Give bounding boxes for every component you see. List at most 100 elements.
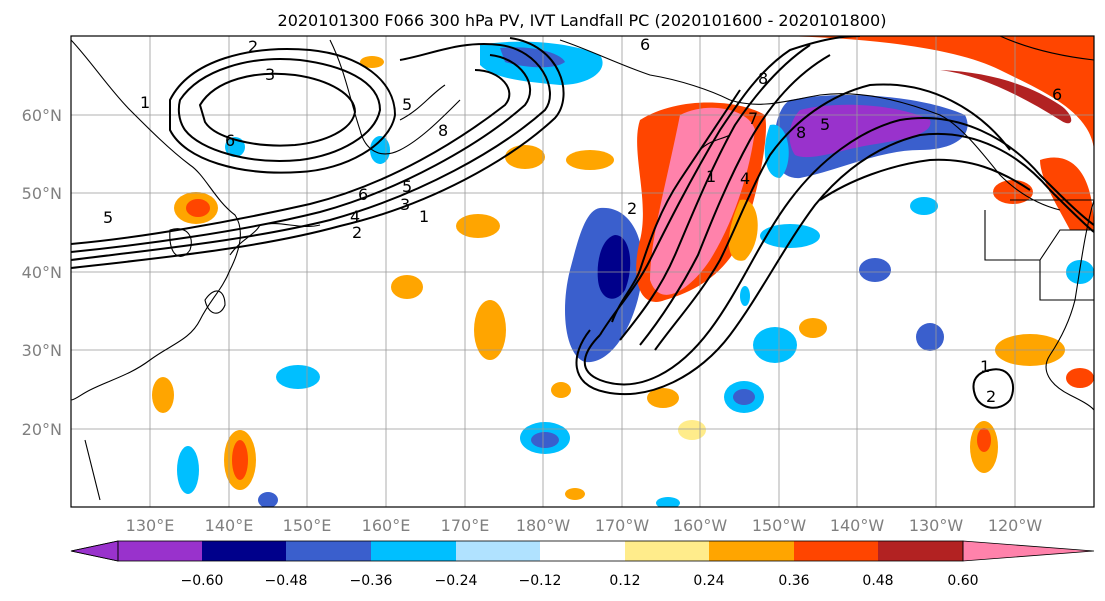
contour-label: 6 <box>1052 85 1062 104</box>
colorbar-tick-label: 0.24 <box>693 573 724 589</box>
pv-blob <box>916 323 944 351</box>
colorbar-tick-label: −0.24 <box>435 573 478 589</box>
colorbar-segment <box>878 541 963 561</box>
contour-label: 1 <box>419 207 429 226</box>
contour-label: 6 <box>358 185 368 204</box>
pv-positive-band-ne <box>780 36 1094 150</box>
lon-tick-label: 170°E <box>441 516 490 535</box>
contour-label: 4 <box>350 207 360 226</box>
contour-label: 1 <box>706 167 716 186</box>
contour-label: 5 <box>402 95 412 114</box>
lat-tick-label: 60°N <box>22 106 62 125</box>
contour-label: 8 <box>758 69 768 88</box>
pv-fill-layer <box>152 36 1094 507</box>
colorbar: −0.60 −0.48 −0.36 −0.24 −0.12 0.12 0.24 … <box>70 540 1095 589</box>
colorbar-segment <box>540 541 625 561</box>
pv-blob <box>753 327 797 363</box>
pv-blob <box>678 420 706 440</box>
gridlines <box>71 36 1094 507</box>
pv-blob <box>859 258 891 282</box>
colorbar-outline-right <box>962 540 1095 562</box>
coastlines <box>71 36 1094 501</box>
contour-label: 5 <box>402 177 412 196</box>
contours <box>71 36 1094 409</box>
pv-blob <box>505 145 545 169</box>
lat-tick-label: 20°N <box>22 420 62 439</box>
pv-blob <box>232 440 248 480</box>
colorbar-segment <box>202 541 286 561</box>
pv-positive-core <box>650 107 755 295</box>
pv-blob <box>760 224 820 248</box>
contour-label: 2 <box>248 37 258 56</box>
pv-blob <box>733 389 755 405</box>
lat-tick-label: 50°N <box>22 184 62 203</box>
colorbar-tick-label: 0.48 <box>862 573 893 589</box>
contour-label: 4 <box>740 169 750 188</box>
pv-blob <box>258 492 278 507</box>
pv-positive-east <box>1040 157 1094 230</box>
contour-label: 3 <box>265 65 275 84</box>
pv-blob <box>186 199 210 217</box>
pv-blob <box>152 377 174 413</box>
contour-label: 2 <box>352 223 362 242</box>
map-title: 2020101300 F066 300 hPa PV, IVT Landfall… <box>278 11 887 30</box>
pv-blob <box>391 275 423 299</box>
contour-label: 8 <box>796 123 806 142</box>
lon-tick-label: 140°E <box>205 516 254 535</box>
contour-label: 2 <box>627 199 637 218</box>
pv-blob <box>1066 368 1094 388</box>
pv-negative-band-nw-core <box>500 47 565 68</box>
lon-tick-label: 160°W <box>673 516 728 535</box>
contour-labels: 2 3 1 5 6 8 5 6 5 4 3 2 1 6 8 2 1 4 7 8 <box>103 35 1062 406</box>
lon-tick-label: 130°E <box>126 516 175 535</box>
colorbar-segment <box>625 541 709 561</box>
lat-tick-label: 30°N <box>22 341 62 360</box>
pv-blob <box>740 286 750 306</box>
lon-tick-label: 170°W <box>595 516 650 535</box>
contour-label: 6 <box>225 131 235 150</box>
pv-blob <box>656 497 680 507</box>
colorbar-tick-label: 0.12 <box>609 573 640 589</box>
pv-blob <box>566 150 614 170</box>
lon-tick-labels: 130°E 140°E 150°E 160°E 170°E 180°W 170°… <box>126 516 1043 535</box>
pv-blob <box>565 488 585 500</box>
lat-tick-label: 40°N <box>22 263 62 282</box>
pv-negative-core-ne <box>789 104 931 158</box>
pv-positive-yellow <box>728 199 758 261</box>
colorbar-segment <box>286 541 371 561</box>
pv-blob <box>276 365 320 389</box>
contour-label: 5 <box>103 208 113 227</box>
lon-tick-label: 140°W <box>830 516 885 535</box>
lon-tick-label: 180°W <box>516 516 571 535</box>
colorbar-segment <box>709 541 794 561</box>
pv-blob <box>647 388 679 408</box>
colorbar-segment <box>371 541 456 561</box>
colorbar-outline-left <box>70 540 119 562</box>
colorbar-extend-left <box>70 540 119 562</box>
contour-label: 8 <box>438 121 448 140</box>
colorbar-segment <box>118 541 202 561</box>
colorbar-tick-label: −0.12 <box>519 573 562 589</box>
lon-tick-label: 160°E <box>362 516 411 535</box>
pv-blob <box>360 56 384 68</box>
lon-tick-label: 150°E <box>283 516 332 535</box>
pv-blob <box>456 214 500 238</box>
colorbar-tick-label: 0.36 <box>778 573 809 589</box>
pv-blob <box>531 432 559 448</box>
pv-blob <box>370 136 390 164</box>
pv-positive-band-ne-core <box>940 70 1072 124</box>
pv-blob <box>799 318 827 338</box>
colorbar-tick-label: −0.48 <box>265 573 308 589</box>
pv-blob <box>177 446 199 494</box>
contour-label: 6 <box>640 35 650 54</box>
pv-blob <box>551 382 571 398</box>
pv-blob <box>977 428 991 452</box>
contour-label: 1 <box>980 357 990 376</box>
contour-label: 7 <box>748 109 758 128</box>
contour-label: 2 <box>986 387 996 406</box>
colorbar-segment <box>456 541 540 561</box>
lat-tick-labels: 60°N 50°N 40°N 30°N 20°N <box>22 106 62 439</box>
map-area: 2 3 1 5 6 8 5 6 5 4 3 2 1 6 8 2 1 4 7 8 <box>70 35 1095 508</box>
colorbar-tick-label: 0.60 <box>947 573 978 589</box>
